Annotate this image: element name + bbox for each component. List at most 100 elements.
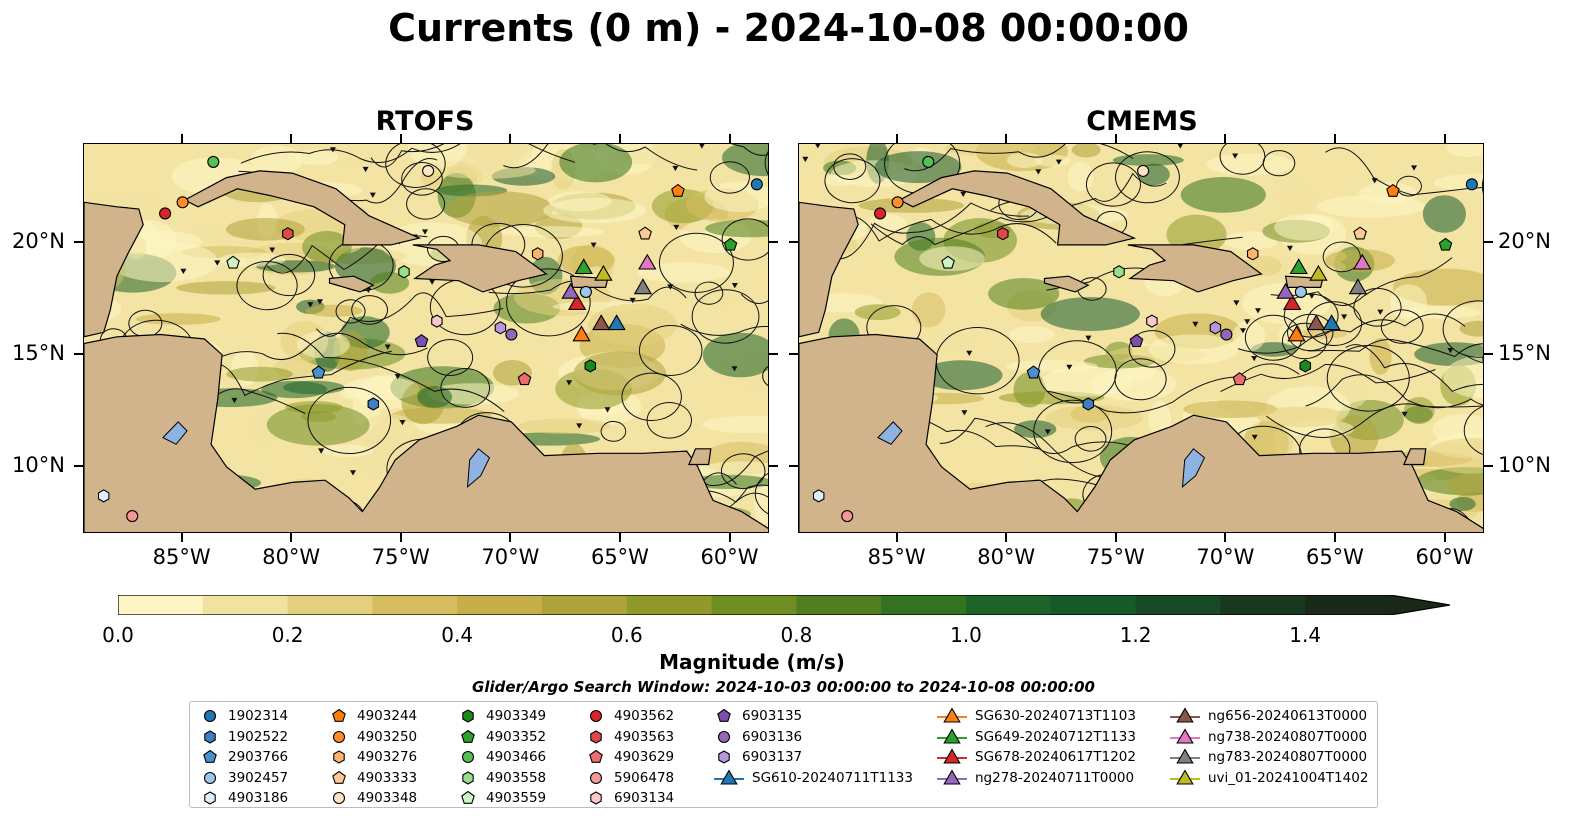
argo-float-4903562[interactable] (159, 207, 172, 220)
figure-title: Currents (0 m) - 2024-10-08 00:00:00 (388, 6, 1189, 50)
argo-float-4903352[interactable] (723, 237, 738, 251)
cmems-map[interactable] (798, 143, 1484, 533)
glider-SG610[interactable] (607, 314, 626, 331)
argo-float-6903137[interactable] (494, 321, 507, 335)
glider-SG649[interactable] (574, 258, 593, 275)
flow-streamline (824, 202, 1029, 260)
flow-streamline (1325, 147, 1483, 196)
argo-float-1902522[interactable] (1082, 397, 1095, 411)
argo-float-4903250[interactable] (176, 196, 189, 209)
glider-SG649[interactable] (1289, 258, 1308, 275)
magnitude-patch (1040, 297, 1140, 331)
argo-float-4903244[interactable] (1386, 183, 1400, 197)
flow-arrow (1251, 356, 1258, 362)
argo-float-4903244[interactable] (671, 183, 685, 197)
argo-float-4903466[interactable] (922, 155, 935, 168)
legend-marker (717, 709, 731, 723)
argo-float-4903563[interactable] (997, 227, 1009, 241)
argo-float-4903352[interactable] (1438, 237, 1453, 251)
glider-SG678[interactable] (567, 293, 587, 310)
argo-float-6903135[interactable] (414, 334, 429, 348)
magnitude-patch (463, 144, 533, 169)
eddy-streamline (709, 161, 750, 194)
argo-float-4903186[interactable] (97, 489, 110, 503)
lon-tick-top (1224, 134, 1227, 143)
lake (877, 421, 903, 445)
magnitude-patch (559, 144, 633, 183)
magnitude-patch (250, 145, 303, 175)
argo-float-4903348[interactable] (1137, 164, 1150, 177)
argo-float-6903134[interactable] (431, 314, 443, 328)
glider-ng278[interactable] (561, 282, 580, 299)
legend-marker (943, 728, 961, 744)
argo-float-4903276[interactable] (531, 247, 544, 261)
magnitude-patch (417, 386, 453, 408)
glider-ng783[interactable] (633, 278, 653, 295)
glider-SG610[interactable] (1322, 314, 1341, 331)
argo-float-5906478[interactable] (841, 510, 854, 523)
legend-marker (720, 769, 738, 785)
argo-float-2903766[interactable] (311, 365, 326, 379)
argo-float-4903558[interactable] (398, 265, 410, 279)
glider-uvi_01[interactable] (1309, 264, 1328, 281)
legend-marker (203, 750, 217, 764)
magnitude-patch (500, 226, 604, 238)
glider-ng278[interactable] (1276, 282, 1295, 299)
argo-float-4903333[interactable] (638, 226, 652, 240)
magnitude-patch (721, 144, 768, 177)
argo-float-4903349[interactable] (1299, 359, 1312, 373)
argo-float-4903629[interactable] (1232, 372, 1247, 386)
argo-float-4903562[interactable] (874, 207, 887, 220)
magnitude-patch (1446, 473, 1483, 497)
argo-float-6903136[interactable] (505, 328, 518, 341)
magnitude-patch (1006, 360, 1099, 373)
argo-float-1902314[interactable] (1465, 178, 1478, 191)
argo-float-4903559[interactable] (226, 255, 240, 269)
legend-marker (203, 771, 217, 784)
argo-float-3902457[interactable] (579, 285, 592, 298)
glider-ng783[interactable] (1348, 278, 1368, 295)
argo-float-6903137[interactable] (1209, 321, 1222, 335)
eddy-streamline (1281, 322, 1328, 360)
lon-tick-label: 80°W (977, 545, 1036, 569)
glider-ng656[interactable] (592, 314, 611, 331)
colorbar-tick-label: 0.8 (780, 623, 813, 647)
glider-SG630[interactable] (572, 325, 591, 342)
glider-ng738[interactable] (1353, 253, 1372, 270)
argo-float-1902522[interactable] (367, 397, 380, 411)
flow-streamline (1305, 374, 1483, 409)
argo-float-6903135[interactable] (1129, 334, 1144, 348)
eddy-streamline (1353, 287, 1402, 327)
argo-float-4903186[interactable] (812, 489, 825, 503)
colorbar-extend-arrow (1390, 595, 1450, 615)
argo-float-4903348[interactable] (422, 164, 435, 177)
circle-marker-icon (203, 710, 217, 723)
glider-ng656[interactable] (1307, 314, 1326, 331)
glider-SG630[interactable] (1287, 325, 1306, 342)
argo-float-4903276[interactable] (1246, 247, 1259, 261)
argo-float-1902314[interactable] (750, 178, 763, 191)
lat-tick-label-left: 20°N (12, 228, 65, 253)
argo-float-4903563[interactable] (282, 227, 294, 241)
argo-float-2903766[interactable] (1026, 365, 1041, 379)
argo-float-6903134[interactable] (1146, 314, 1158, 328)
legend-label: 1902314 (228, 708, 289, 725)
argo-float-4903629[interactable] (517, 372, 532, 386)
argo-float-4903466[interactable] (207, 155, 220, 168)
argo-float-4903250[interactable] (891, 196, 904, 209)
glider-SG678[interactable] (1282, 293, 1302, 310)
rtofs-map[interactable] (83, 143, 769, 533)
argo-float-4903558[interactable] (1113, 265, 1125, 279)
observation-markers (97, 155, 763, 523)
circle-marker-icon (589, 710, 603, 723)
argo-float-4903559[interactable] (941, 255, 955, 269)
magnitude-patch (1148, 334, 1239, 365)
argo-float-4903333[interactable] (1353, 226, 1367, 240)
argo-float-6903136[interactable] (1220, 328, 1233, 341)
argo-float-4903349[interactable] (584, 359, 597, 373)
argo-float-3902457[interactable] (1294, 285, 1307, 298)
argo-float-5906478[interactable] (126, 510, 139, 523)
glider-uvi_01[interactable] (594, 264, 613, 281)
lon-tick-label: 75°W (1086, 545, 1145, 569)
glider-ng738[interactable] (638, 253, 657, 270)
